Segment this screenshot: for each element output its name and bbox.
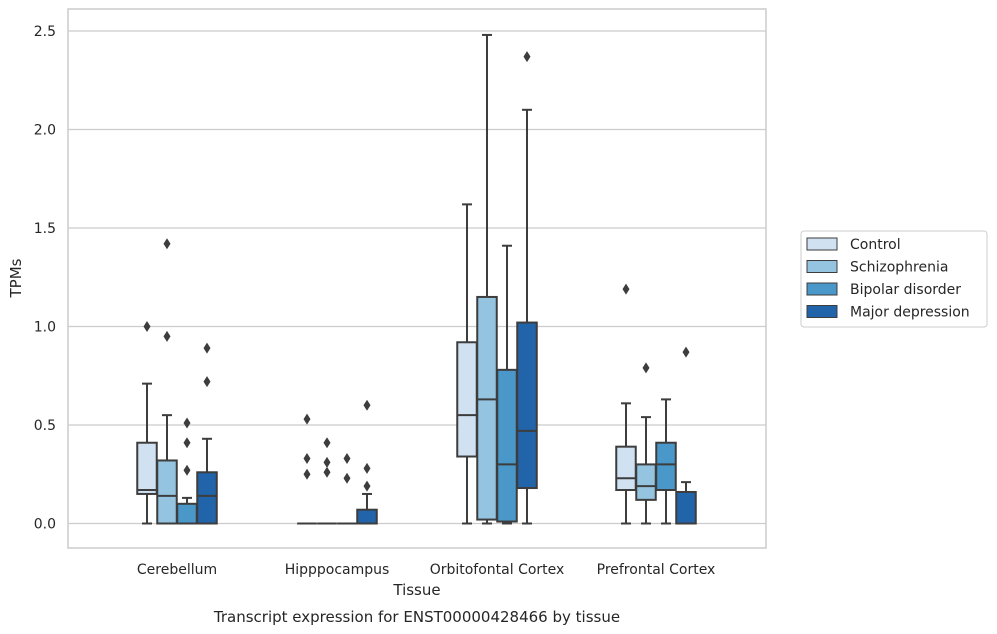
box-series — [136, 33, 697, 525]
box-iqr — [356, 508, 378, 525]
series-major-depression — [196, 51, 697, 525]
box-iqr — [456, 341, 478, 458]
series-schizophrenia — [156, 33, 657, 525]
y-axis-title: TPMs — [7, 258, 25, 298]
outlier-point — [343, 452, 351, 464]
x-axis-title: Tissue — [392, 581, 440, 599]
legend-label: Control — [850, 237, 901, 253]
legend-item: Control — [806, 237, 901, 253]
y-tick-label: 2.0 — [34, 123, 56, 139]
outlier-point — [303, 413, 311, 425]
x-tick-label: Prefrontal Cortex — [597, 562, 716, 578]
box-iqr — [675, 490, 697, 525]
outlier-point — [183, 464, 191, 476]
outlier-point — [303, 468, 311, 480]
box-iqr — [476, 295, 498, 521]
box — [456, 203, 478, 525]
box — [297, 413, 317, 525]
box — [635, 362, 657, 525]
y-tick-label: 1.5 — [34, 221, 56, 237]
box-iqr — [516, 321, 538, 490]
legend-label: Schizophrenia — [850, 260, 948, 276]
outlier-point — [203, 342, 211, 354]
outlier-point — [343, 472, 351, 484]
legend-swatch — [806, 305, 838, 318]
legend-item: Bipolar disorder — [806, 282, 961, 298]
box-iqr — [615, 445, 637, 492]
outlier-point — [163, 238, 171, 250]
box — [476, 33, 498, 525]
legend-item: Schizophrenia — [806, 260, 948, 276]
legend-swatch — [806, 260, 838, 273]
box — [615, 283, 637, 525]
box — [196, 342, 218, 525]
outlier-point — [143, 321, 151, 332]
outlier-point — [642, 362, 650, 374]
legend: Control Schizophrenia Bipolar disorder Majo… — [800, 230, 988, 328]
box — [317, 437, 337, 525]
legend-label: Bipolar disorder — [850, 282, 961, 298]
box — [356, 399, 378, 525]
x-tick-label: Cerebellum — [137, 562, 217, 578]
box-iqr — [655, 441, 677, 492]
outlier-point — [363, 399, 371, 411]
box — [675, 346, 697, 525]
legend-frame — [800, 230, 988, 328]
outlier-point — [523, 51, 531, 63]
y-tick-label: 0.0 — [34, 517, 56, 533]
legend-label: Major depression — [850, 305, 970, 321]
outlier-point — [363, 462, 371, 474]
y-tick-labels: 0.0 0.5 1.0 1.5 2.0 2.5 — [34, 24, 56, 533]
y-tick-label: 1.0 — [34, 320, 56, 336]
box — [156, 238, 178, 525]
box-iqr — [176, 502, 198, 525]
outlier-point — [203, 376, 211, 388]
box-iqr — [136, 441, 158, 495]
box — [337, 452, 357, 525]
outlier-point — [183, 417, 191, 429]
x-tick-label: Hipppocampus — [285, 562, 390, 578]
outlier-point — [323, 466, 331, 478]
box — [516, 51, 538, 525]
outlier-point — [163, 330, 171, 342]
x-tick-labels: Cerebellum Hipppocampus Orbitofontal Corte… — [137, 562, 715, 578]
outlier-point — [682, 346, 690, 358]
outlier-point — [363, 480, 371, 492]
box — [176, 417, 198, 525]
plot-frame — [67, 8, 767, 549]
legend-item: Major depression — [806, 305, 970, 321]
outlier-point — [303, 452, 311, 464]
outlier-point — [323, 456, 331, 468]
outlier-point — [622, 283, 630, 295]
series-bipolar-disorder — [176, 244, 677, 525]
legend-swatch — [806, 237, 838, 251]
box — [136, 321, 158, 525]
box-iqr — [156, 459, 178, 525]
outlier-point — [183, 437, 191, 449]
y-tick-label: 2.5 — [34, 24, 56, 40]
box-iqr — [496, 368, 518, 523]
box — [655, 398, 677, 525]
outlier-point — [323, 437, 331, 449]
legend-swatch — [806, 282, 838, 296]
x-tick-label: Orbitofontal Cortex — [430, 562, 565, 578]
box-iqr — [635, 463, 657, 501]
box — [496, 244, 518, 525]
chart-caption: Transcript expression for ENST0000042846… — [213, 608, 620, 626]
y-tick-label: 0.5 — [34, 418, 56, 434]
box-iqr — [196, 471, 218, 525]
